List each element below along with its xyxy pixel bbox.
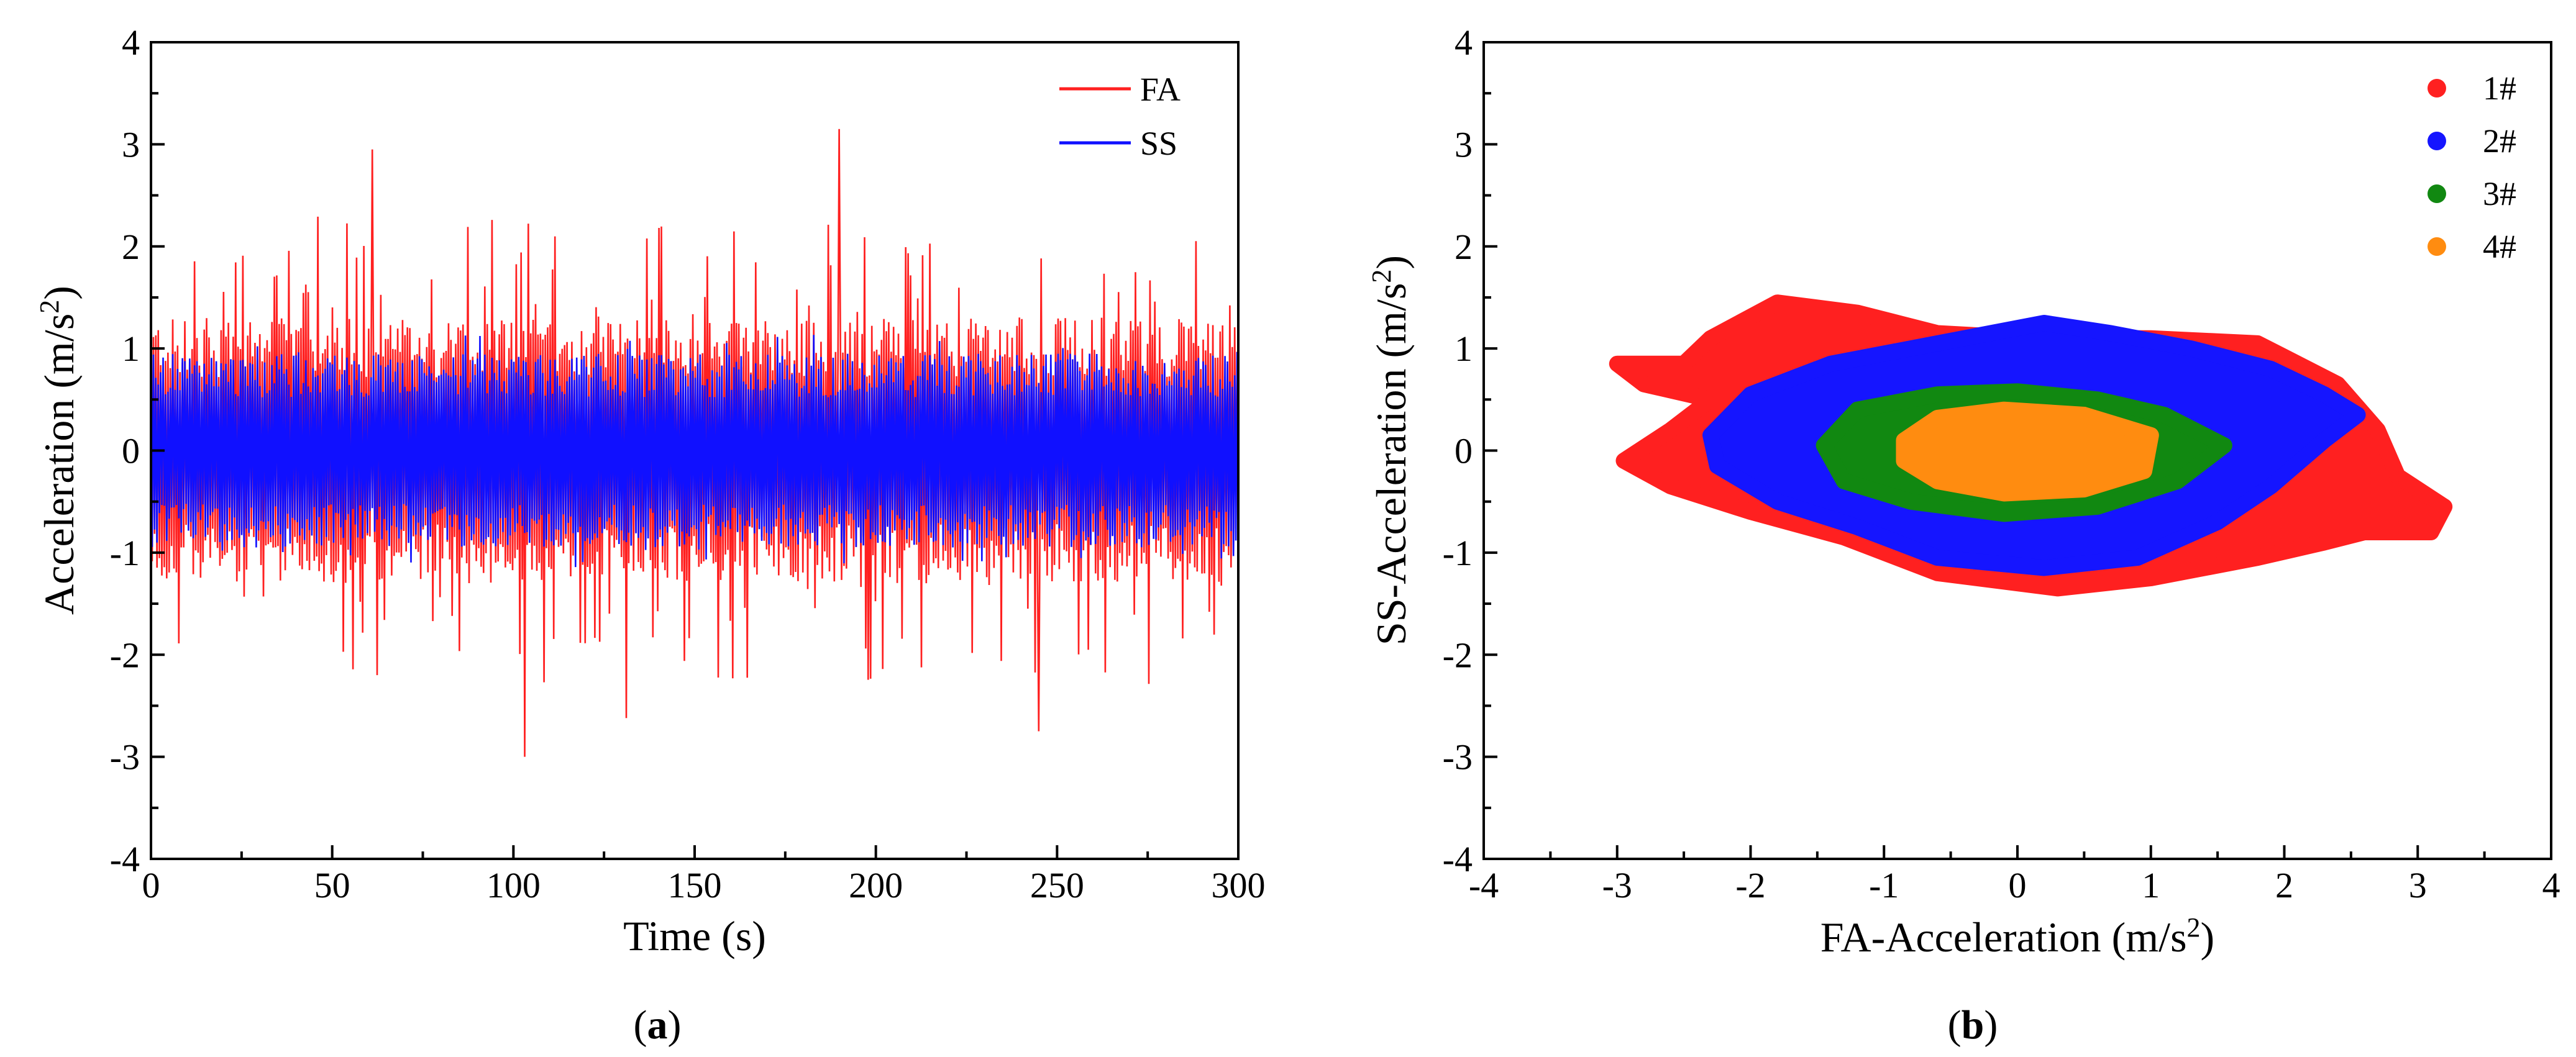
panel-a-xtick-label-200: 200 [849, 865, 903, 905]
legend-marker-2 [2428, 132, 2446, 150]
panel-b-xtick-label-1: 1 [2142, 865, 2160, 905]
panel-b-phase-plot: -4 -3 -2 -1 0 1 2 3 4 -4 -3 -2 -1 0 1 2 3 4 FA-Accelerati… [1366, 22, 2560, 1048]
panel-b-xtick-label--2: -2 [1735, 865, 1765, 905]
panel-a-ytick-label-4: 4 [122, 22, 140, 63]
panel-a-series-group [150, 129, 1240, 757]
panel-a-ylabel: Acceleration (m/s2) [34, 286, 83, 615]
legend-label-ss: SS [1140, 125, 1177, 162]
panel-a-xtick-label-150: 150 [668, 865, 722, 905]
panel-b-xlabel: FA-Acceleration (m/s2) [1820, 912, 2214, 961]
panel-b-xtick-label-4: 4 [2542, 865, 2560, 905]
panel-b-xtick-label-0: 0 [2009, 865, 2027, 905]
panel-a-xlabel: Time (s) [623, 912, 766, 959]
panel-b-xtick-label-3: 3 [2409, 865, 2427, 905]
series-ss-line [150, 335, 1240, 568]
panel-b-ytick-label-2: 2 [1455, 227, 1473, 267]
legend-label-1: 1# [2483, 70, 2516, 107]
panel-a-ytick-label--3: -3 [110, 737, 140, 778]
panel-a-xtick-label-250: 250 [1030, 865, 1084, 905]
legend-label-3: 3# [2483, 175, 2516, 212]
legend-label-2: 2# [2483, 122, 2516, 160]
panel-b-xtick-label--4: -4 [1469, 865, 1499, 905]
panel-b-ylabel: SS-Acceleration (m/s2) [1366, 255, 1415, 645]
legend-marker-4 [2428, 237, 2446, 256]
panel-b-ytick-label--4: -4 [1443, 839, 1473, 879]
panel-b-ytick-label-4: 4 [1455, 22, 1473, 63]
panel-a-ytick-label-2: 2 [122, 227, 140, 267]
panel-a-ytick-label--1: -1 [110, 533, 140, 573]
panel-b-ytick-label--1: -1 [1443, 533, 1473, 573]
panel-a-ytick-label-3: 3 [122, 124, 140, 165]
panel-a-frame [150, 41, 1240, 860]
panel-a-xtick-label-300: 300 [1212, 865, 1266, 905]
panel-b-ytick-label--3: -3 [1443, 737, 1473, 778]
panel-b-series-group [1609, 294, 2453, 597]
panel-b-ytick-label-0: 0 [1455, 431, 1473, 471]
panel-a-xtick-label-50: 50 [314, 865, 350, 905]
scatter-cloud-4 [1896, 401, 2159, 502]
panel-b-axes: -4 -3 -2 -1 0 1 2 3 4 -4 -3 -2 -1 0 1 2 3 4 [1443, 22, 2560, 905]
panel-a-ytick-label--4: -4 [110, 839, 140, 879]
panel-b-frame [1482, 41, 2552, 860]
panel-b-xtick-label--1: -1 [1869, 865, 1899, 905]
legend-marker-3 [2428, 184, 2446, 203]
legend-marker-1 [2428, 79, 2446, 98]
panel-a-xtick-label-0: 0 [142, 865, 160, 905]
panel-b-xtick-label-2: 2 [2275, 865, 2293, 905]
panel-b-ytick-label-1: 1 [1455, 329, 1473, 369]
panel-a-ytick-label-0: 0 [122, 431, 140, 471]
panel-a-legend: FA SS [1059, 71, 1181, 162]
panel-b-ytick-label-3: 3 [1455, 124, 1473, 165]
panel-b-ytick-label--2: -2 [1443, 635, 1473, 675]
panel-a-ytick-label--2: -2 [110, 635, 140, 675]
panel-a-ytick-label-1: 1 [122, 329, 140, 369]
legend-label-4: 4# [2483, 228, 2516, 265]
panel-b-legend: 1# 2# 3# 4# [2428, 70, 2516, 265]
panel-a-axes: 0 50 100 150 200 250 300 -4 -3 -2 -1 0 1 2 3 4 [110, 22, 1266, 905]
panel-a-time-history: 0 50 100 150 200 250 300 -4 -3 -2 -1 0 1 2 3 4 Time (s)… [34, 22, 1266, 1048]
legend-label-fa: FA [1140, 71, 1181, 108]
panel-b-xtick-label--3: -3 [1602, 865, 1632, 905]
panel-b-label: (b) [1948, 1002, 1998, 1048]
panel-a-xtick-label-100: 100 [486, 865, 541, 905]
panel-a-label: (a) [634, 1002, 682, 1048]
